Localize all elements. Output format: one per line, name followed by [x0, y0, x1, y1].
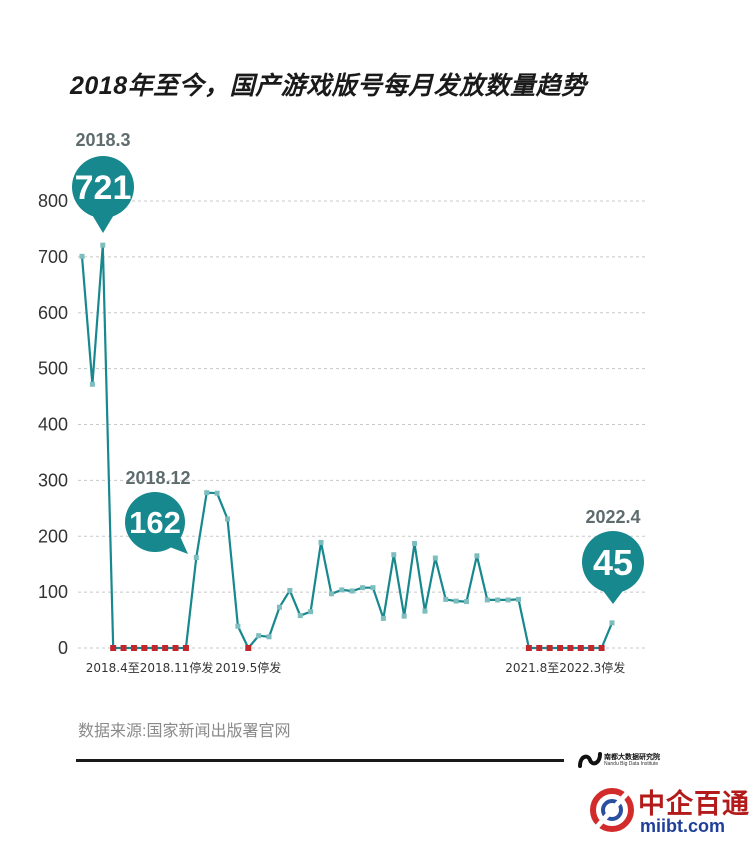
data-point [266, 634, 272, 640]
suspended-point [130, 645, 137, 651]
y-tick-label: 600 [38, 303, 68, 323]
data-point [422, 608, 428, 614]
gridlines [78, 200, 645, 649]
data-point [505, 597, 511, 603]
brand-name-en: Nandu Big Data Institute [604, 761, 659, 767]
suspended-point [598, 645, 605, 651]
suspended-point [172, 645, 179, 651]
suspension-label: 2021.8至2022.3停发 [505, 660, 625, 675]
y-tick-label: 800 [38, 191, 68, 211]
data-point [318, 539, 324, 545]
data-point [297, 613, 303, 619]
suspended-point [162, 645, 169, 651]
series-polyline [80, 244, 614, 650]
data-point [453, 598, 459, 604]
suspended-point [546, 645, 553, 651]
data-point [287, 587, 293, 593]
y-tick-label: 300 [38, 470, 68, 490]
suspended-point [182, 645, 189, 651]
data-points [79, 242, 615, 651]
suspended-point [567, 645, 574, 651]
suspended-point [577, 645, 584, 651]
brand-name: 南都大数据研究院 [604, 754, 660, 761]
callout-date: 2022.4 [585, 507, 640, 527]
callout-2018.12: 2018.12 162 [125, 468, 191, 554]
suspended-point [120, 645, 127, 651]
data-point [235, 623, 241, 629]
data-point [79, 253, 85, 259]
suspended-point [588, 645, 595, 651]
data-point [401, 613, 407, 619]
suspended-point [557, 645, 564, 651]
callout-bubble [582, 531, 644, 593]
callout-pointer [91, 213, 115, 233]
callout-bubble [125, 492, 185, 552]
data-point [100, 242, 106, 248]
source-note: 数据来源:国家新闻出版署官网 [78, 723, 291, 740]
callout-value: 162 [129, 505, 181, 540]
suspended-point [525, 645, 532, 651]
brand-logo-icon [578, 752, 602, 768]
suspension-label: 2018.4至2018.11停发 [86, 660, 214, 675]
data-point [484, 597, 490, 603]
data-point [224, 516, 230, 522]
suspension-labels: 2018.4至2018.11停发 2019.5停发 2021.8至2022.3停发 [86, 660, 625, 675]
callout-value: 721 [75, 169, 132, 207]
y-axis-ticks: 0 100 200 300 400 500 600 700 800 [38, 191, 68, 658]
callout-pointer [167, 534, 188, 554]
data-point [495, 597, 501, 603]
data-point [464, 599, 470, 605]
suspended-point [245, 645, 252, 651]
callout-2022.4: 2022.4 45 [582, 507, 644, 604]
data-point [412, 541, 418, 547]
callout-date: 2018.12 [125, 468, 190, 488]
suspended-point [141, 645, 148, 651]
data-point [474, 553, 480, 559]
watermark-name: 中企百通 [638, 789, 750, 819]
data-point [256, 633, 262, 639]
y-tick-label: 100 [38, 582, 68, 602]
data-point [89, 381, 95, 387]
data-point [443, 596, 449, 602]
data-point [609, 620, 615, 626]
brand-block: 南都大数据研究院 Nandu Big Data Institute [578, 752, 718, 772]
callout-date: 2018.3 [75, 130, 130, 150]
series-line [80, 244, 614, 650]
callout-bubble [72, 156, 134, 218]
data-point [276, 604, 282, 610]
footer-divider [76, 759, 564, 762]
callout-value: 45 [593, 542, 633, 583]
data-point [193, 554, 199, 560]
suspension-label: 2019.5停发 [215, 660, 281, 675]
data-point [328, 591, 334, 597]
y-tick-label: 500 [38, 359, 68, 379]
watermark-logo-icon [590, 788, 634, 832]
chart-title: 2018年至今，国产游戏版号每月发放数量趋势 [70, 72, 587, 100]
suspended-point [536, 645, 543, 651]
data-point [360, 585, 366, 591]
callout-2018.3: 2018.3 721 [72, 130, 134, 233]
data-point [515, 596, 521, 602]
data-point [308, 609, 314, 615]
data-point [204, 490, 210, 496]
data-point [391, 552, 397, 558]
data-point [432, 555, 438, 561]
data-point [380, 615, 386, 621]
y-tick-label: 0 [58, 638, 68, 658]
suspended-point [151, 645, 158, 651]
watermark: 中企百通 miibt.com [588, 782, 751, 840]
line-chart: 0 100 200 300 400 500 600 700 800 2018.4至2018.11… [38, 130, 645, 675]
data-point [339, 587, 345, 593]
y-tick-label: 700 [38, 247, 68, 267]
y-tick-label: 400 [38, 415, 68, 435]
callouts: 2018.3 721 2018.12 162 2022.4 45 [72, 130, 644, 604]
y-tick-label: 200 [38, 526, 68, 546]
data-point [370, 585, 376, 591]
data-point [214, 490, 220, 496]
data-point [349, 588, 355, 594]
suspended-point [110, 645, 117, 651]
watermark-url: miibt.com [640, 816, 726, 836]
